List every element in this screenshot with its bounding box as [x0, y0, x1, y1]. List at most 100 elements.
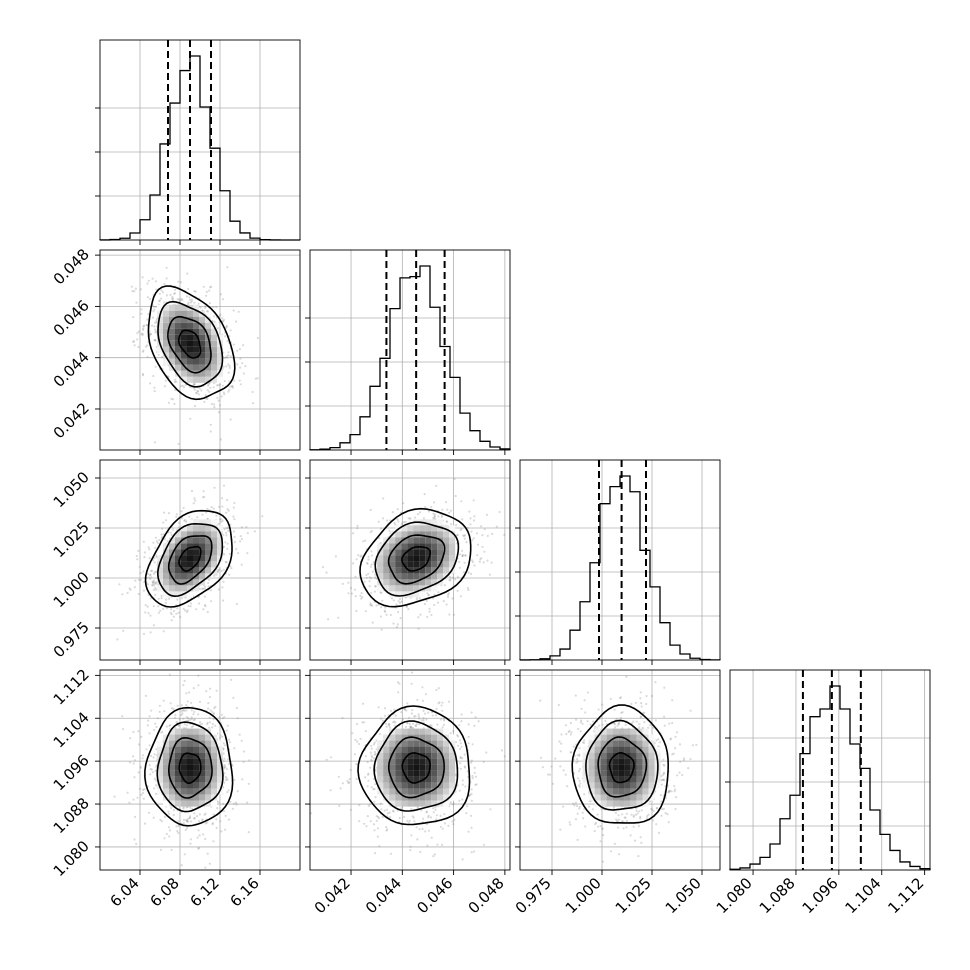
sample-point: [348, 778, 351, 781]
sample-point: [172, 528, 175, 531]
sample-point: [194, 499, 197, 502]
sample-point: [174, 388, 177, 392]
density-cell: [377, 561, 384, 568]
sample-point: [394, 721, 397, 724]
sample-point: [434, 517, 437, 520]
sample-point: [197, 846, 201, 850]
sample-point: [243, 750, 246, 753]
sample-point: [177, 280, 180, 283]
density-cell: [163, 800, 169, 807]
density-cell: [443, 537, 450, 544]
sample-point: [230, 567, 233, 570]
density-cell: [205, 364, 211, 371]
sample-point: [432, 597, 435, 600]
sample-point: [403, 815, 406, 819]
density-cell: [169, 352, 175, 359]
sample-point: [228, 552, 231, 555]
sample-point: [174, 716, 177, 719]
density-cell: [187, 740, 193, 747]
density-cell: [163, 567, 169, 574]
density-cell: [169, 555, 175, 562]
panel-frame: [519, 459, 721, 661]
density-cell: [211, 328, 217, 335]
sample-point: [389, 816, 392, 819]
sample-point: [152, 588, 155, 592]
sample-point: [198, 587, 201, 591]
sample-point: [439, 825, 442, 828]
sample-point: [174, 378, 177, 381]
sample-point: [144, 345, 148, 348]
sample-point: [404, 725, 407, 729]
density-cell: [163, 334, 169, 341]
density-cell: [395, 579, 402, 586]
density-cell: [187, 752, 193, 759]
sample-point: [192, 687, 195, 690]
sample-point: [227, 529, 230, 532]
sample-point: [139, 578, 142, 582]
sample-point: [427, 816, 430, 819]
sample-point: [216, 570, 219, 573]
sample-point: [202, 285, 205, 288]
sample-point: [135, 301, 138, 304]
sample-point: [445, 520, 448, 523]
density-cell: [407, 549, 414, 556]
sample-point: [236, 349, 239, 352]
density-cell: [407, 531, 414, 538]
sample-point: [223, 757, 226, 760]
density-cell: [199, 752, 205, 759]
density-cell: [193, 746, 199, 753]
density-cell: [425, 543, 432, 550]
density-cell: [175, 794, 181, 801]
density-cell: [205, 358, 211, 365]
density-cell: [175, 776, 181, 783]
density-cell: [157, 328, 163, 335]
sample-point: [367, 558, 370, 561]
sample-point: [375, 577, 378, 580]
sample-point: [176, 830, 179, 833]
sample-point: [233, 778, 236, 781]
sample-point: [202, 608, 205, 611]
density-cell: [175, 555, 181, 562]
sample-point: [209, 430, 212, 433]
sample-point: [468, 510, 471, 513]
sample-point: [403, 708, 407, 711]
sample-point: [185, 709, 188, 712]
density-cell: [181, 304, 187, 311]
density-cell: [163, 304, 169, 311]
sample-point: [142, 570, 145, 573]
sample-point: [186, 272, 189, 275]
sample-point: [375, 604, 378, 607]
density-cell: [175, 573, 181, 580]
sample-point: [170, 533, 173, 537]
sample-point: [225, 511, 228, 514]
density-cell: [169, 758, 175, 765]
sample-point: [223, 764, 226, 767]
density-cell: [175, 340, 181, 347]
sample-point: [474, 775, 477, 778]
sample-point: [118, 583, 121, 586]
sample-point: [359, 555, 362, 558]
sample-point: [380, 591, 383, 595]
sample-point: [446, 520, 449, 523]
sample-point: [185, 520, 188, 523]
sample-point: [203, 813, 206, 816]
density-cell: [383, 585, 390, 592]
sample-point: [217, 522, 220, 525]
sample-point: [142, 632, 146, 636]
sample-point: [381, 719, 384, 722]
sample-point: [418, 597, 421, 600]
sample-point: [153, 325, 156, 328]
sample-point: [225, 534, 228, 537]
density-cell: [211, 776, 217, 783]
sample-point: [181, 299, 184, 302]
sample-point: [228, 573, 231, 576]
sample-point: [141, 334, 144, 337]
density-cell: [175, 543, 181, 550]
sample-point: [369, 766, 372, 769]
sample-point: [204, 866, 207, 869]
sample-point: [182, 386, 186, 389]
sample-point: [137, 771, 140, 774]
density-cell: [437, 549, 444, 556]
sample-point: [377, 815, 380, 819]
sample-point: [169, 531, 172, 534]
